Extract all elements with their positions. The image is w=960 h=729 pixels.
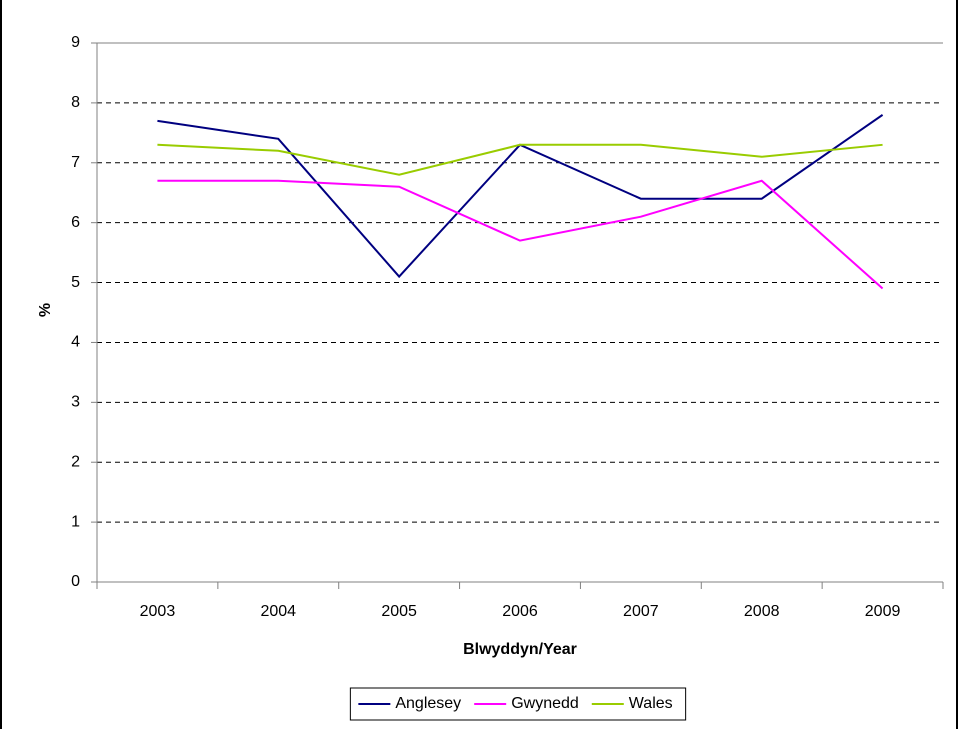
legend-label: Gwynedd (511, 695, 579, 712)
y-tick-label: 8 (71, 94, 80, 111)
x-tick-label: 2004 (260, 603, 296, 620)
y-tick-label: 3 (71, 394, 80, 411)
x-tick-label: 2009 (865, 603, 901, 620)
y-tick-label: 1 (71, 513, 80, 530)
legend-label: Wales (629, 695, 673, 712)
x-tick-label: 2003 (140, 603, 176, 620)
series-line (157, 179, 884, 290)
y-tick-label: 6 (71, 214, 80, 231)
x-tick-label: 2005 (381, 603, 417, 620)
legend-label: Anglesey (395, 695, 461, 712)
y-tick-label: 2 (71, 453, 80, 470)
x-tick-label: 2007 (623, 603, 659, 620)
y-tick-label: 5 (71, 274, 80, 291)
y-axis-label: % (37, 303, 54, 317)
series-line (157, 143, 883, 176)
x-tick-label: 2006 (502, 603, 538, 620)
legend-box (349, 687, 687, 721)
x-tick-label: 2008 (744, 603, 780, 620)
x-axis-label: Blwyddyn/Year (463, 641, 577, 658)
y-tick-label: 0 (71, 573, 80, 590)
y-tick-label: 9 (71, 34, 80, 51)
y-tick-label: 7 (71, 154, 80, 171)
series-line (157, 114, 884, 279)
y-tick-label: 4 (71, 334, 80, 351)
